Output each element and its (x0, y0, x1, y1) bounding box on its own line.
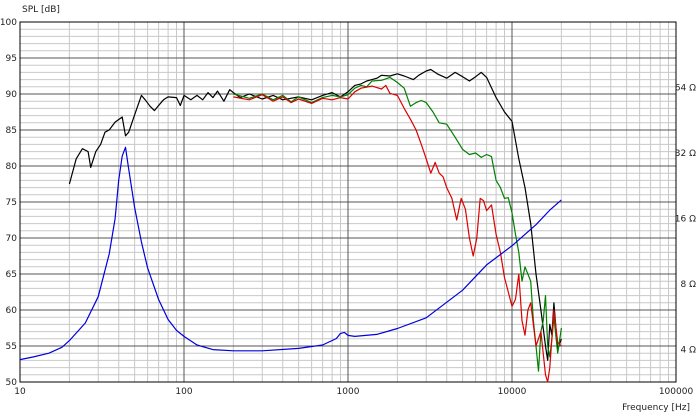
y2-tick-label: 32 Ω (675, 149, 696, 159)
y2-tick-label: 64 Ω (675, 84, 696, 94)
y-tick-label: 75 (6, 198, 17, 208)
y-tick-label: 55 (6, 342, 17, 352)
x-tick-label: 10 (14, 387, 26, 397)
series-line-4 (19, 146, 562, 361)
y-tick-label: 50 (6, 378, 18, 388)
series-line-2 (233, 76, 562, 372)
plot-border (19, 21, 677, 383)
x-tick-labels: 10 100 1000 10000 100000 (14, 387, 693, 397)
series-layer (19, 68, 562, 383)
x-axis-title: Frequency [Hz] (622, 403, 690, 413)
x-tick-label: 1000 (337, 387, 360, 397)
y-tick-label: 60 (6, 306, 18, 316)
y-axis-title: SPL [dB] (22, 5, 60, 15)
y-tick-label: 80 (6, 162, 18, 172)
y-tick-labels: 50 55 60 65 70 75 80 85 90 95 100 (0, 18, 17, 388)
y2-tick-label: 8 Ω (681, 280, 697, 290)
y-tick-label: 85 (6, 126, 17, 136)
y2-tick-label: 16 Ω (675, 215, 696, 225)
y-tick-label: 70 (6, 234, 18, 244)
x-tick-label: 100000 (659, 387, 694, 397)
y-tick-label: 65 (6, 270, 17, 280)
series-line-3 (233, 84, 562, 383)
y-tick-label: 90 (6, 90, 18, 100)
x-tick-label: 100 (175, 387, 192, 397)
y-tick-label: 95 (6, 54, 17, 64)
y2-tick-labels: 4 Ω 8 Ω 16 Ω 32 Ω 64 Ω (675, 84, 696, 356)
x-tick-label: 10000 (498, 387, 527, 397)
y-tick-label: 100 (0, 18, 17, 28)
series-line-1 (68, 68, 562, 361)
y2-tick-label: 4 Ω (681, 346, 697, 356)
